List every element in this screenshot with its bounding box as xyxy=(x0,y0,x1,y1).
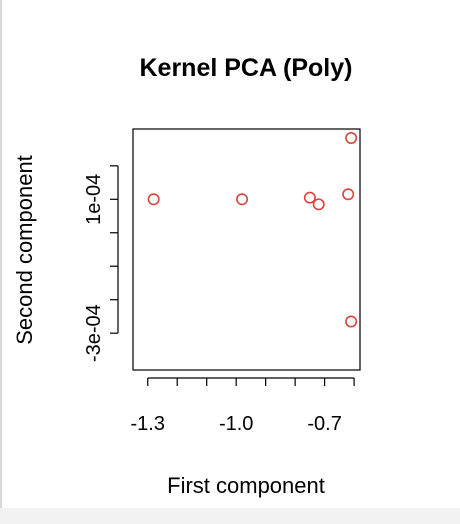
data-point-4 xyxy=(342,188,355,201)
y-axis-ticks xyxy=(110,165,118,334)
data-point-5 xyxy=(345,132,358,145)
chart-title: Kernel PCA (Poly) xyxy=(139,54,352,82)
y-axis-label: Second component xyxy=(12,155,37,345)
bottom-strip xyxy=(0,508,460,524)
x-axis-ticks xyxy=(147,378,355,386)
x-tick-label-2: -0.7 xyxy=(307,413,341,435)
data-points xyxy=(147,132,358,328)
data-point-0 xyxy=(147,193,160,206)
plot-area-box xyxy=(132,128,361,371)
y-tick-label-1: 1e-04 xyxy=(83,174,105,225)
x-axis-tick-labels: -1.3 -1.0 -0.7 xyxy=(131,413,342,435)
data-point-6 xyxy=(345,315,358,328)
y-tick-label-0: -3e-04 xyxy=(83,304,105,362)
data-point-1 xyxy=(236,193,249,206)
y-axis-tick-labels: -3e-04 1e-04 xyxy=(83,174,105,362)
window-left-border xyxy=(0,0,2,524)
data-point-2 xyxy=(303,191,316,204)
data-point-3 xyxy=(312,198,325,211)
x-tick-label-0: -1.3 xyxy=(131,413,165,435)
x-axis-label: First component xyxy=(167,473,325,498)
x-tick-label-1: -1.0 xyxy=(219,413,253,435)
scatter-chart: Kernel PCA (Poly) -1.3 -1.0 -0.7 -3e-04 1e-… xyxy=(12,54,361,498)
